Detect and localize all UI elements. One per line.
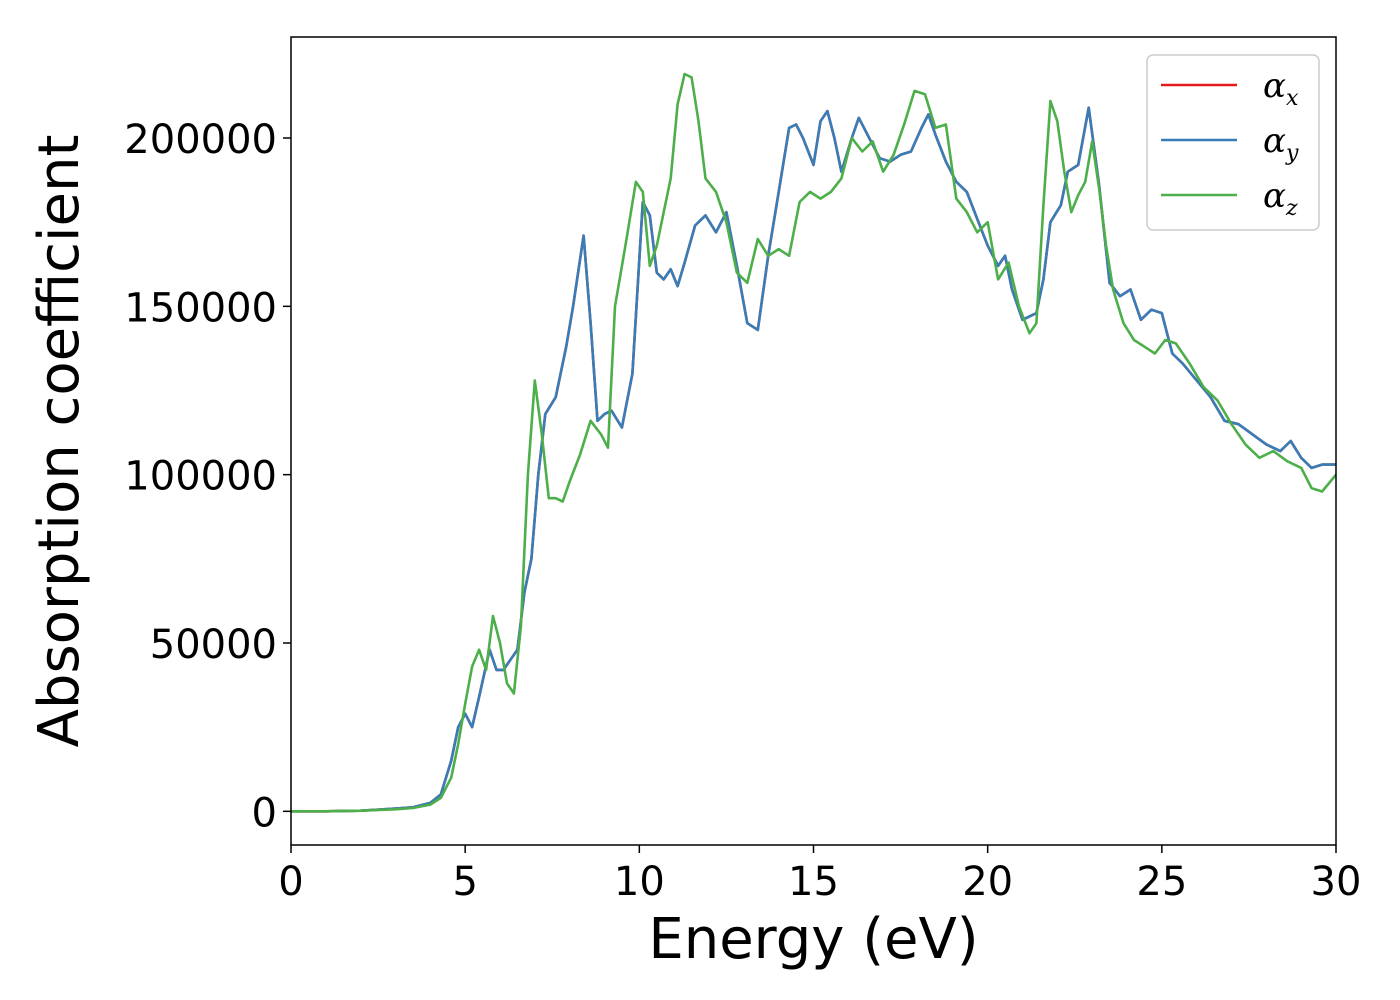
y-tick-label: 150000	[124, 285, 277, 331]
y-tick-label: 50000	[150, 622, 277, 668]
x-axis-title: Energy (eV)	[648, 907, 978, 972]
x-tick-label: 0	[278, 859, 303, 905]
series-layer	[291, 72, 1336, 813]
x-tick-label: 20	[962, 859, 1013, 905]
y-tick-label: 100000	[124, 454, 277, 500]
series-line-alpha-z	[291, 72, 1336, 813]
x-axis: 0 5 10 15 20 25 30	[278, 845, 1361, 905]
x-tick-label: 10	[614, 859, 665, 905]
legend-entry-alpha-x: αx	[1263, 66, 1299, 111]
x-tick-label: 5	[452, 859, 477, 905]
y-tick-label: 200000	[124, 117, 277, 163]
series-line-alpha-y	[291, 106, 1336, 813]
y-axis: 0 50000 100000 150000 200000	[124, 117, 291, 836]
x-tick-label: 30	[1311, 859, 1362, 905]
x-tick-label: 15	[788, 859, 839, 905]
y-axis-title: Absorption coefficient	[27, 135, 92, 748]
legend-box	[1146, 54, 1320, 231]
x-tick-label: 25	[1136, 859, 1187, 905]
legend-entry-alpha-y: αy	[1263, 121, 1299, 166]
y-tick-label: 0	[252, 790, 277, 836]
